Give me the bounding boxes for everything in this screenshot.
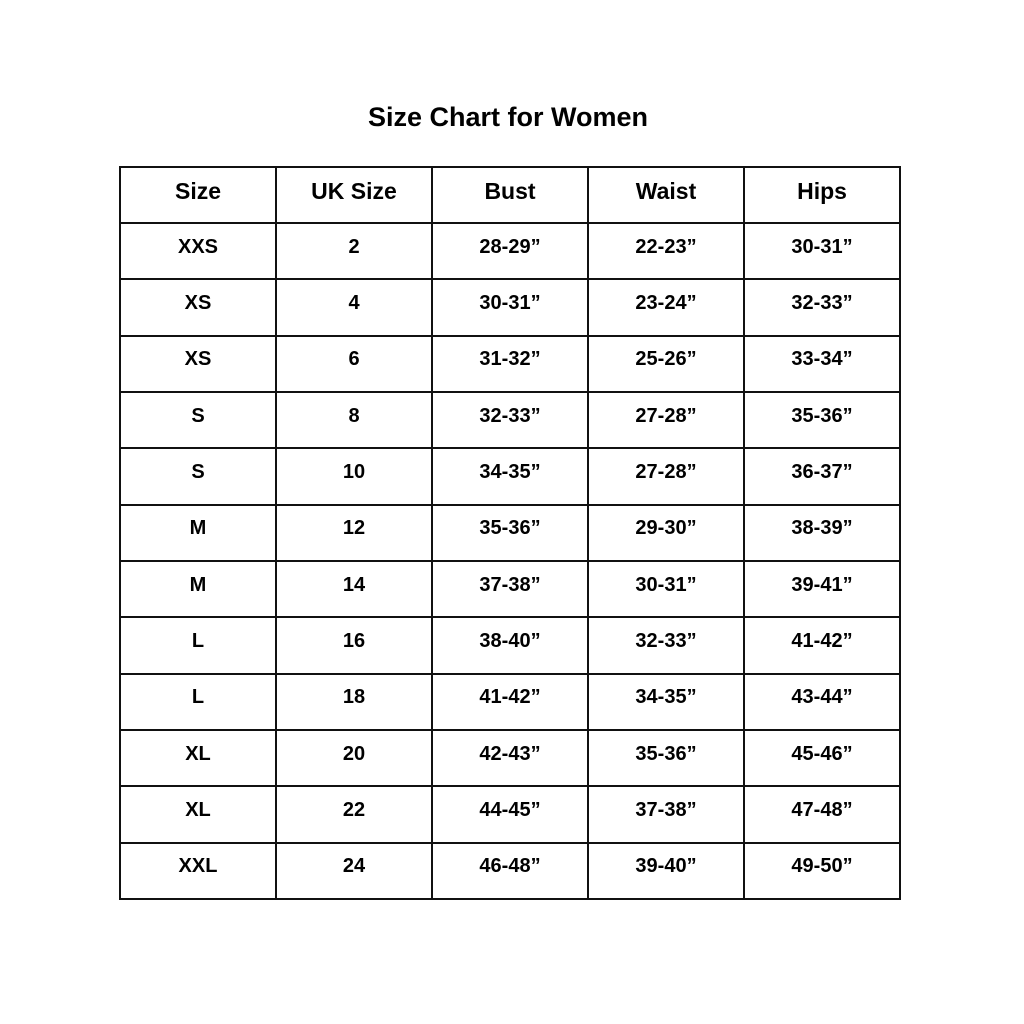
table-cell: 4	[275, 278, 433, 337]
table-cell: 27-28”	[587, 390, 745, 450]
table-cell: XL	[119, 728, 277, 788]
table-cell: XXS	[119, 221, 277, 281]
table-cell: M	[119, 503, 277, 562]
table-cell: 24	[275, 841, 433, 901]
page-title: Size Chart for Women	[367, 102, 649, 132]
table-row: XXS 2 28-29” 22-23” 30-31”	[119, 221, 901, 281]
table-cell: 45-46”	[743, 728, 901, 788]
table-cell: XS	[119, 334, 277, 393]
table-row: XL 22 44-45” 37-38” 47-48”	[119, 785, 901, 844]
table-cell: S	[119, 447, 277, 506]
size-chart-table: Size UK Size Bust Waist Hips XXS 2 28-29” 22-23…	[119, 166, 901, 901]
table-cell: 29-30”	[587, 503, 745, 562]
table-cell: 18	[275, 672, 433, 731]
table-cell: XS	[119, 278, 277, 337]
table-row: S 8 32-33” 27-28” 35-36”	[119, 390, 901, 450]
table-cell: 41-42”	[743, 616, 901, 675]
table-cell: L	[119, 672, 277, 731]
table-row: XL 20 42-43” 35-36” 45-46”	[119, 728, 901, 788]
table-cell: 6	[275, 334, 433, 393]
table-cell: M	[119, 559, 277, 619]
column-header: Hips	[743, 166, 901, 224]
table-cell: 22-23”	[587, 221, 745, 281]
table-cell: 34-35”	[587, 672, 745, 731]
table-cell: 32-33”	[587, 616, 745, 675]
table-cell: 16	[275, 616, 433, 675]
table-cell: 35-36”	[743, 390, 901, 450]
table-cell: 32-33”	[431, 390, 589, 450]
table-cell: 43-44”	[743, 672, 901, 731]
table-cell: 39-41”	[743, 559, 901, 619]
table-cell: 38-39”	[743, 503, 901, 562]
table-cell: 20	[275, 728, 433, 788]
table-cell: 8	[275, 390, 433, 450]
table-row: XS 4 30-31” 23-24” 32-33”	[119, 278, 901, 337]
table-row: S 10 34-35” 27-28” 36-37”	[119, 447, 901, 506]
column-header: Waist	[587, 166, 745, 224]
table-cell: 2	[275, 221, 433, 281]
column-header: Size	[119, 166, 277, 224]
table-cell: 38-40”	[431, 616, 589, 675]
table-cell: XXL	[119, 841, 277, 901]
table-cell: 47-48”	[743, 785, 901, 844]
table-cell: 39-40”	[587, 841, 745, 901]
table-cell: 35-36”	[431, 503, 589, 562]
table-cell: 42-43”	[431, 728, 589, 788]
table-cell: 37-38”	[431, 559, 589, 619]
column-header: Bust	[431, 166, 589, 224]
column-header: UK Size	[275, 166, 433, 224]
table-cell: 41-42”	[431, 672, 589, 731]
table-cell: 22	[275, 785, 433, 844]
table-cell: 12	[275, 503, 433, 562]
table-cell: 34-35”	[431, 447, 589, 506]
table-cell: 37-38”	[587, 785, 745, 844]
table-cell: 27-28”	[587, 447, 745, 506]
table-cell: 32-33”	[743, 278, 901, 337]
table-row: L 16 38-40” 32-33” 41-42”	[119, 616, 901, 675]
table-row: L 18 41-42” 34-35” 43-44”	[119, 672, 901, 731]
table-body: XXS 2 28-29” 22-23” 30-31” XS 4 30-31” 23-24” 32-…	[119, 221, 901, 901]
table-row: M 12 35-36” 29-30” 38-39”	[119, 503, 901, 562]
table-cell: 28-29”	[431, 221, 589, 281]
table-cell: 35-36”	[587, 728, 745, 788]
table-row: M 14 37-38” 30-31” 39-41”	[119, 559, 901, 619]
table-cell: 49-50”	[743, 841, 901, 901]
table-cell: 10	[275, 447, 433, 506]
table-cell: 14	[275, 559, 433, 619]
table-cell: S	[119, 390, 277, 450]
table-cell: 36-37”	[743, 447, 901, 506]
table-cell: XL	[119, 785, 277, 844]
table-cell: 31-32”	[431, 334, 589, 393]
table-row: XS 6 31-32” 25-26” 33-34”	[119, 334, 901, 393]
table-cell: 30-31”	[743, 221, 901, 281]
table-cell: 30-31”	[587, 559, 745, 619]
table-cell: 44-45”	[431, 785, 589, 844]
table-cell: 23-24”	[587, 278, 745, 337]
table-cell: L	[119, 616, 277, 675]
table-header-row: Size UK Size Bust Waist Hips	[119, 166, 901, 224]
table-cell: 33-34”	[743, 334, 901, 393]
table-row: XXL 24 46-48” 39-40” 49-50”	[119, 841, 901, 901]
table-cell: 46-48”	[431, 841, 589, 901]
table-cell: 30-31”	[431, 278, 589, 337]
table-cell: 25-26”	[587, 334, 745, 393]
